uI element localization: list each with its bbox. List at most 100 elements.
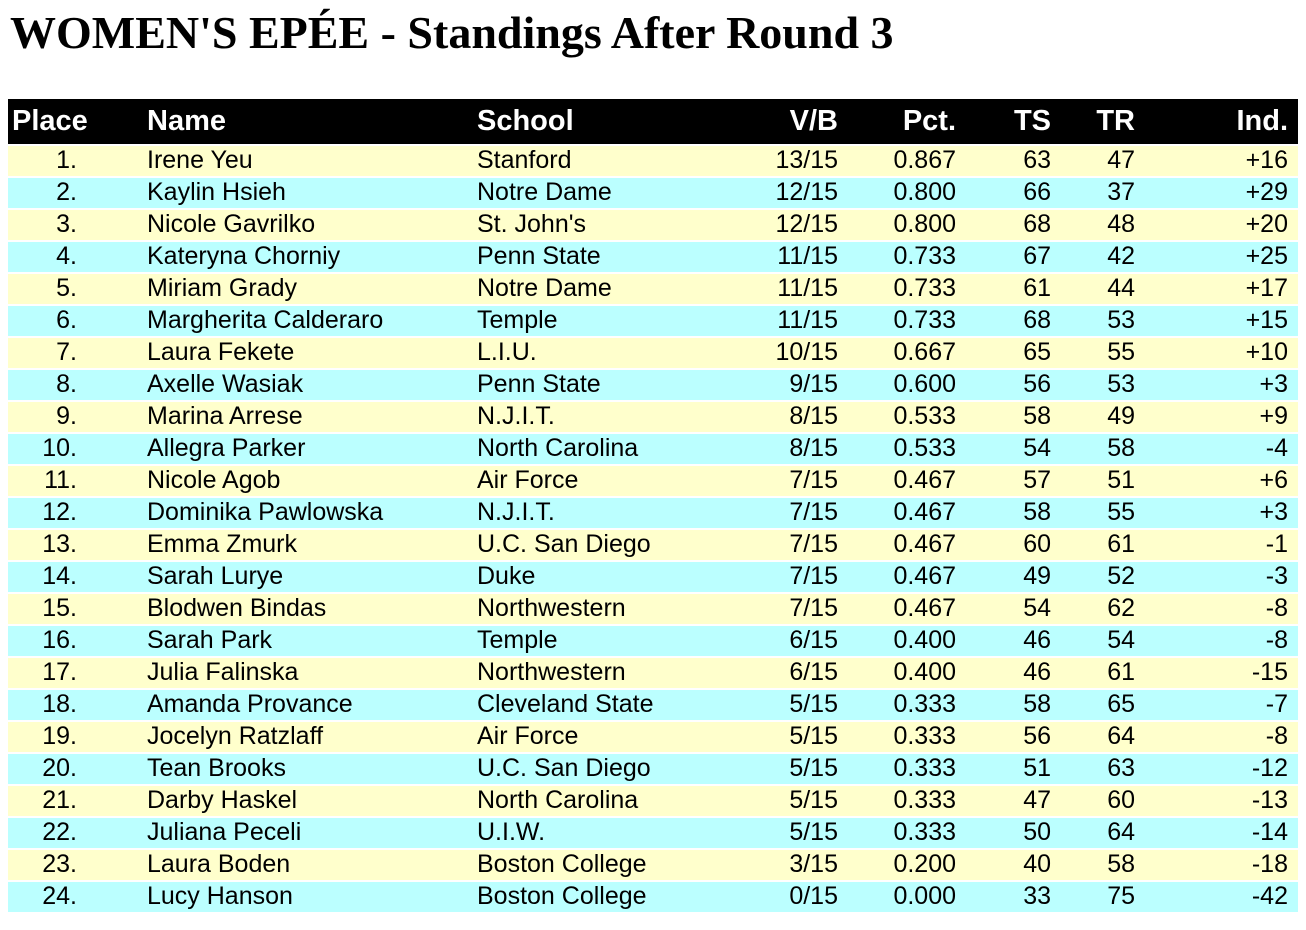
vb-cell: 0/15	[789, 882, 838, 911]
place-cell: 1.	[56, 146, 77, 175]
tr-cell: 52	[1107, 562, 1135, 591]
name-cell: Julia Falinska	[147, 658, 299, 687]
pct-cell: 0.800	[893, 210, 956, 239]
name-cell: Emma Zmurk	[147, 530, 297, 559]
tr-cell: 58	[1107, 850, 1135, 879]
tr-cell: 60	[1107, 786, 1135, 815]
school-cell: Air Force	[477, 466, 579, 495]
column-header-name: Name	[147, 98, 477, 144]
name-cell: Lucy Hanson	[147, 882, 293, 911]
ts-cell: 63	[1023, 146, 1051, 175]
pct-cell: 0.333	[893, 722, 956, 751]
pct-cell: 0.467	[893, 498, 956, 527]
column-header-pct: Pct.	[840, 98, 958, 144]
table-row: 24. Lucy Hanson Boston College 0/15 0.000 33 7…	[8, 881, 1298, 912]
ind-cell: +25	[1245, 242, 1288, 271]
pct-cell: 0.467	[893, 466, 956, 495]
ts-cell: 56	[1023, 722, 1051, 751]
table-row: 3. Nicole Gavrilko St. John's 12/15 0.800 68 4…	[8, 209, 1298, 240]
name-cell: Jocelyn Ratzlaff	[147, 722, 324, 751]
vb-cell: 7/15	[789, 498, 838, 527]
pct-cell: 0.533	[893, 434, 956, 463]
place-cell: 14.	[42, 562, 77, 591]
ind-cell: -15	[1251, 658, 1288, 687]
school-cell: Notre Dame	[477, 178, 612, 207]
column-header-ts: TS	[958, 98, 1053, 144]
tr-cell: 47	[1107, 146, 1135, 175]
name-cell: Allegra Parker	[147, 434, 306, 463]
vb-cell: 8/15	[789, 434, 838, 463]
place-cell: 19.	[42, 722, 77, 751]
pct-cell: 0.333	[893, 754, 956, 783]
school-cell: Penn State	[477, 370, 601, 399]
ts-cell: 66	[1023, 178, 1051, 207]
table-row: 20. Tean Brooks U.C. San Diego 5/15 0.333 51 6…	[8, 753, 1298, 784]
standings-table: Place Name School V/B Pct. TS TR Ind. 1. Irene Y…	[8, 97, 1298, 914]
ind-cell: +6	[1259, 466, 1288, 495]
ind-cell: +3	[1259, 370, 1288, 399]
place-cell: 24.	[42, 882, 77, 911]
ind-cell: -42	[1251, 882, 1288, 911]
name-cell: Laura Boden	[147, 850, 291, 879]
ts-cell: 51	[1023, 754, 1051, 783]
vb-cell: 9/15	[789, 370, 838, 399]
place-cell: 13.	[42, 530, 77, 559]
tr-cell: 61	[1107, 530, 1135, 559]
vb-cell: 5/15	[789, 754, 838, 783]
ind-cell: -18	[1251, 850, 1288, 879]
pct-cell: 0.467	[893, 562, 956, 591]
table-row: 6. Margherita Calderaro Temple 11/15 0.733 68…	[8, 305, 1298, 336]
place-cell: 11.	[44, 466, 77, 495]
vb-cell: 5/15	[789, 722, 838, 751]
tr-cell: 61	[1107, 658, 1135, 687]
ts-cell: 57	[1023, 466, 1051, 495]
pct-cell: 0.800	[893, 178, 956, 207]
ind-cell: -3	[1265, 562, 1288, 591]
table-body: 1. Irene Yeu Stanford 13/15 0.867 63 47 +16 2. Ka…	[8, 145, 1298, 912]
table-row: 12. Dominika Pawlowska N.J.I.T. 7/15 0.467 58…	[8, 497, 1298, 528]
vb-cell: 13/15	[775, 146, 838, 175]
place-cell: 8.	[56, 370, 77, 399]
name-cell: Juliana Peceli	[147, 818, 302, 847]
name-cell: Sarah Park	[147, 626, 273, 655]
pct-cell: 0.733	[893, 306, 956, 335]
name-cell: Miriam Grady	[147, 274, 298, 303]
page-title: WOMEN'S EPÉE - Standings After Round 3	[10, 7, 894, 58]
ind-cell: -1	[1265, 530, 1288, 559]
school-cell: Cleveland State	[477, 690, 654, 719]
name-cell: Nicole Agob	[147, 466, 281, 495]
ts-cell: 68	[1023, 306, 1051, 335]
pct-cell: 0.733	[893, 274, 956, 303]
school-cell: St. John's	[477, 210, 586, 239]
school-cell: U.C. San Diego	[477, 530, 651, 559]
place-cell: 17.	[42, 658, 77, 687]
school-cell: N.J.I.T.	[477, 402, 555, 431]
school-cell: Temple	[477, 626, 558, 655]
ind-cell: +10	[1245, 338, 1288, 367]
place-cell: 4.	[56, 242, 77, 271]
ts-cell: 65	[1023, 338, 1051, 367]
name-cell: Marina Arrese	[147, 402, 303, 431]
tr-cell: 64	[1107, 722, 1135, 751]
tr-cell: 53	[1107, 370, 1135, 399]
tr-cell: 75	[1107, 882, 1135, 911]
tr-cell: 53	[1107, 306, 1135, 335]
pct-cell: 0.867	[893, 146, 956, 175]
pct-cell: 0.667	[893, 338, 956, 367]
vb-cell: 6/15	[789, 658, 838, 687]
tr-cell: 49	[1107, 402, 1135, 431]
table-header-row: Place Name School V/B Pct. TS TR Ind.	[8, 98, 1298, 144]
ind-cell: -13	[1251, 786, 1288, 815]
school-cell: North Carolina	[477, 786, 639, 815]
school-cell: Penn State	[477, 242, 601, 271]
place-cell: 2.	[56, 178, 77, 207]
tr-cell: 51	[1107, 466, 1135, 495]
place-cell: 18.	[42, 690, 77, 719]
ts-cell: 58	[1023, 498, 1051, 527]
column-header-ind: Ind.	[1137, 98, 1298, 144]
name-cell: Irene Yeu	[147, 146, 253, 175]
name-cell: Kateryna Chorniy	[147, 242, 341, 271]
vb-cell: 6/15	[789, 626, 838, 655]
school-cell: North Carolina	[477, 434, 639, 463]
pct-cell: 0.467	[893, 594, 956, 623]
